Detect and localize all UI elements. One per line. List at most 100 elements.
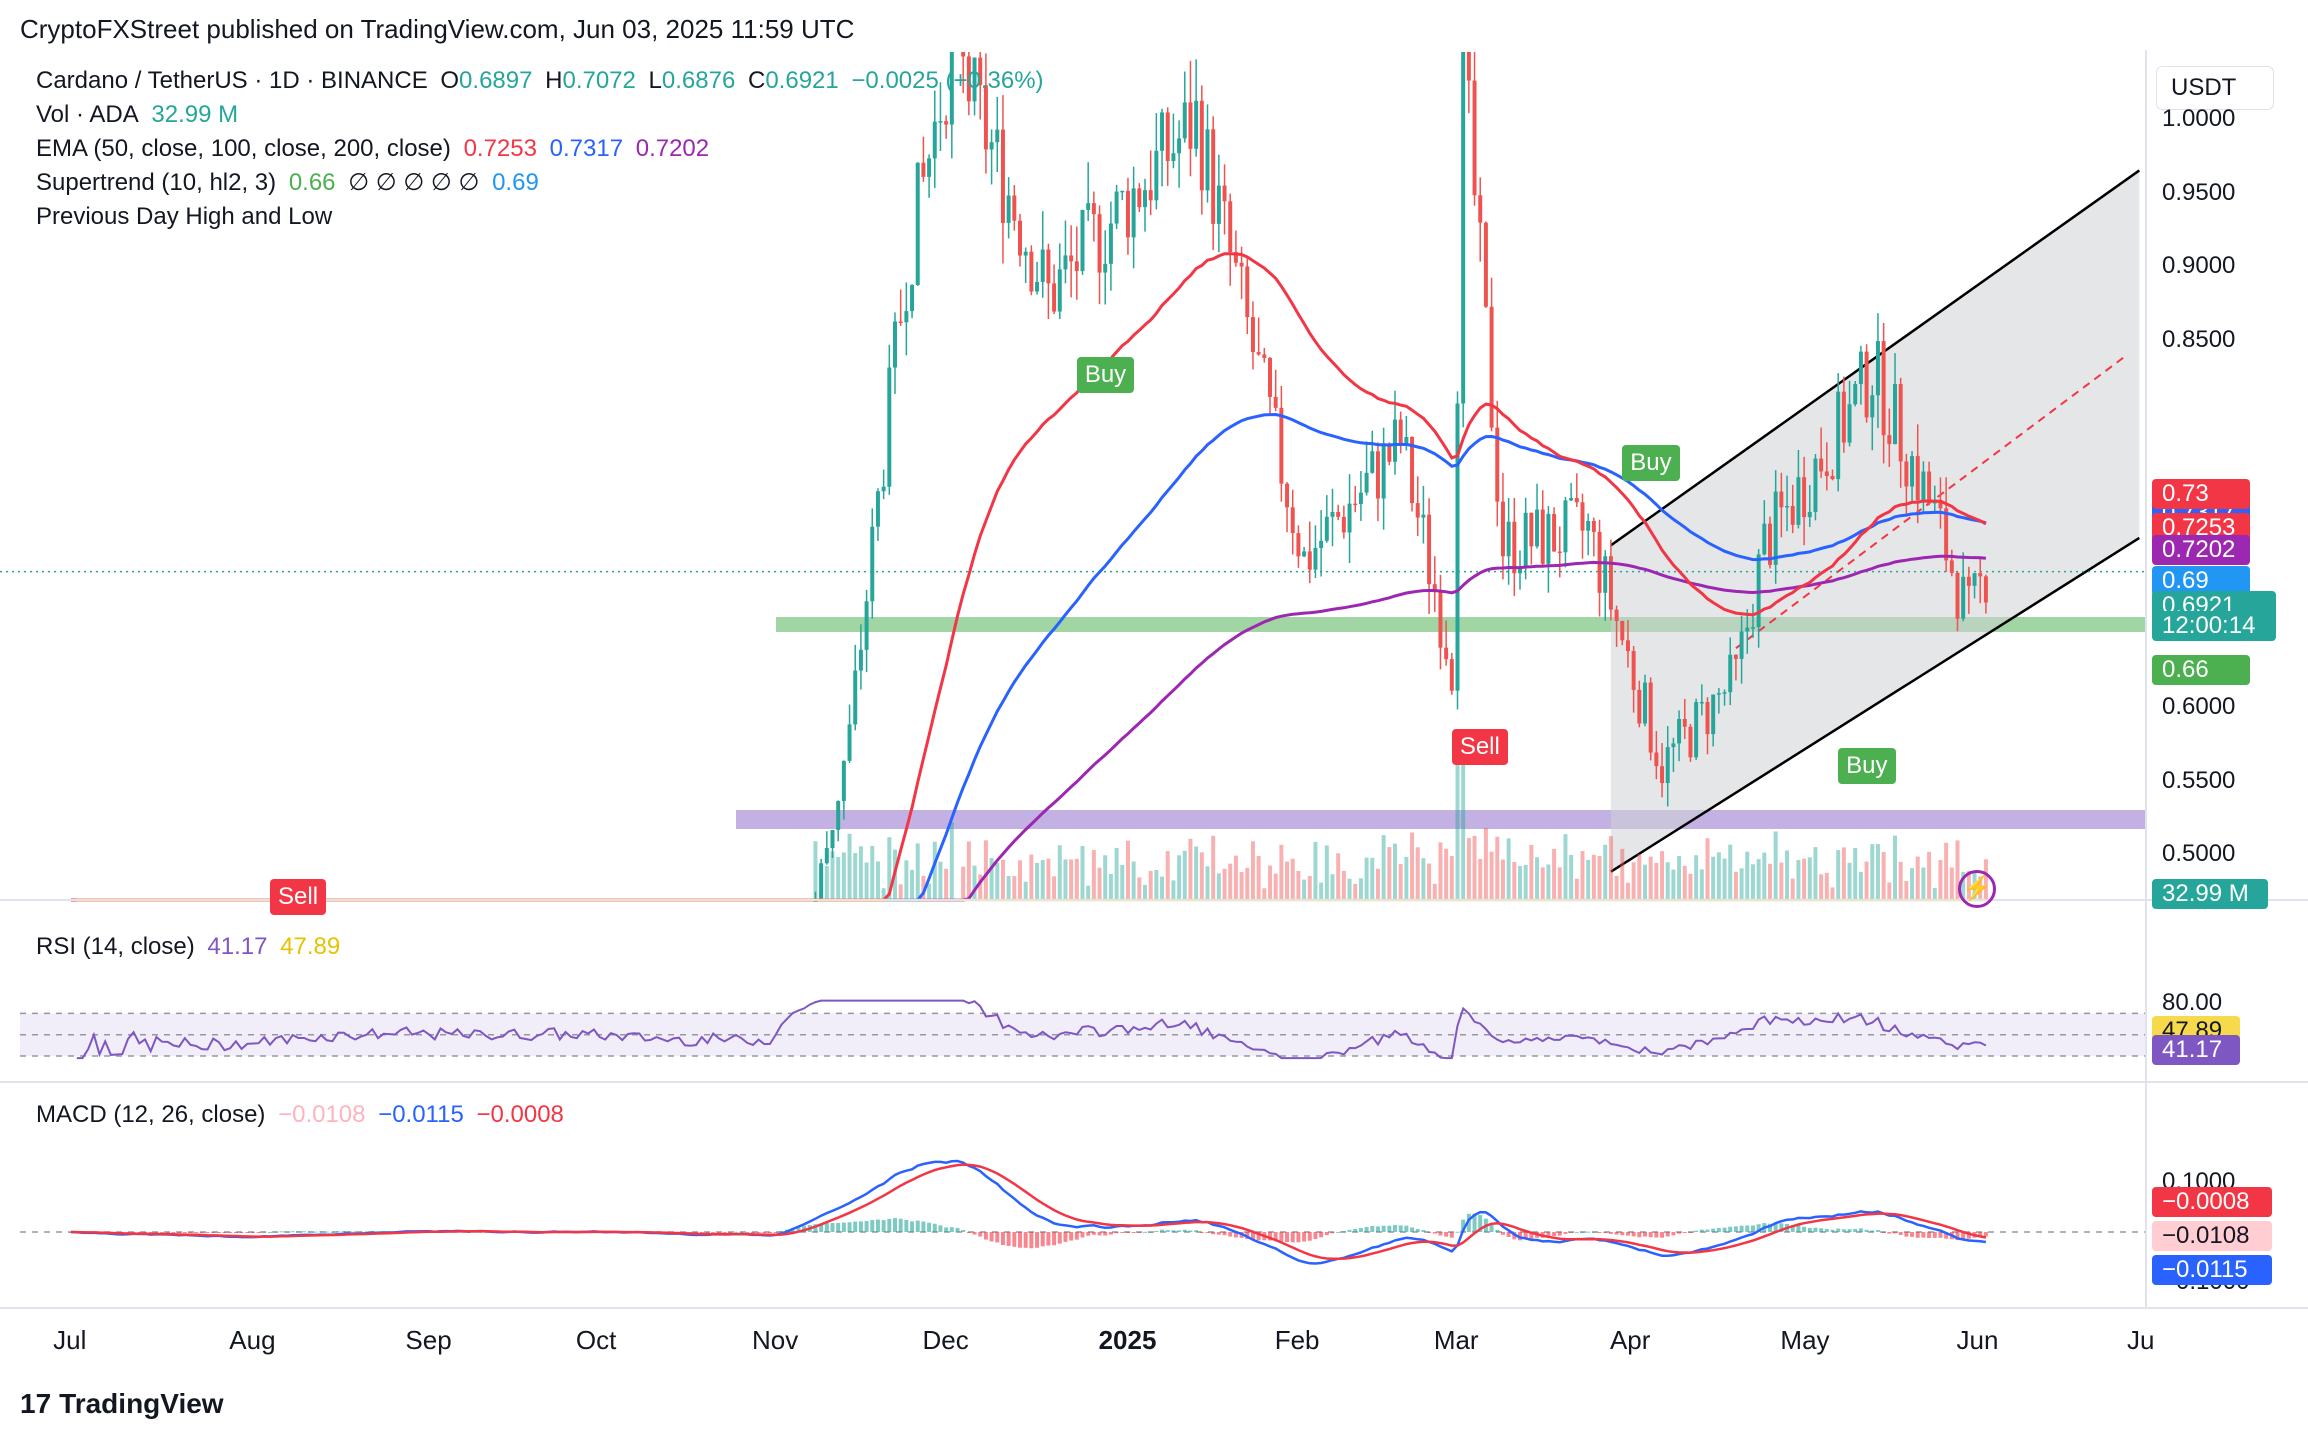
volume-bar	[847, 833, 852, 900]
volume-bar	[1796, 860, 1801, 900]
price-axis-label: 0.5500	[2162, 766, 2236, 794]
candle-body	[1222, 185, 1227, 202]
candle-body	[1063, 255, 1068, 270]
volume-bar	[1375, 868, 1380, 900]
supertrend-na-values: ∅ ∅ ∅ ∅ ∅	[348, 169, 480, 196]
candle-body	[1790, 505, 1795, 525]
macd-histogram-bar	[1768, 1223, 1772, 1232]
macd-histogram-bar	[313, 1231, 318, 1233]
macd-histogram-bar	[1983, 1232, 1988, 1237]
volume-bar	[1273, 873, 1278, 900]
macd-histogram-bar	[336, 1231, 341, 1233]
volume-bar	[1125, 840, 1130, 900]
macd-histogram-bar	[762, 1232, 767, 1233]
candle-body	[864, 601, 869, 650]
volume-bar	[1296, 870, 1301, 900]
low-label: L	[648, 67, 662, 94]
volume-bar	[1137, 877, 1142, 900]
candlesticks[interactable]	[813, 52, 1988, 902]
candle-body	[830, 829, 835, 849]
macd-histogram-bar	[921, 1221, 926, 1232]
volume-bar	[1444, 848, 1449, 900]
channel-upper-line	[1610, 169, 2141, 547]
tradingview-logo-icon: 17	[20, 1388, 52, 1419]
macd-histogram-bar	[1739, 1225, 1744, 1232]
volume-bar	[1086, 885, 1091, 900]
volume-bar	[1461, 751, 1466, 900]
volume-bar	[1018, 860, 1022, 900]
candle-body	[898, 321, 903, 323]
volume-bar	[1688, 873, 1693, 900]
macd-histogram-bar	[1569, 1232, 1574, 1233]
macd-histogram-bar	[1296, 1232, 1301, 1243]
macd-histogram-bar	[955, 1227, 960, 1232]
volume-bar	[1330, 874, 1335, 900]
macd-histogram-bar	[262, 1231, 267, 1233]
macd-histogram-bar	[1733, 1226, 1738, 1232]
tradingview-footer[interactable]: 17 TradingView	[20, 1388, 224, 1420]
macd-histogram-bar	[1273, 1232, 1278, 1241]
price-channel[interactable]	[0, 169, 2146, 873]
volume-bar	[864, 862, 869, 900]
candle-body	[1591, 520, 1596, 532]
macd-histogram-bar	[1165, 1230, 1170, 1232]
alert-icon[interactable]: ⚡	[1958, 870, 1996, 908]
candle-body	[1910, 456, 1915, 487]
macd-histogram-bar	[1353, 1228, 1358, 1232]
candle-body	[1904, 461, 1909, 487]
candle-body	[1893, 384, 1897, 445]
change-value: −0.0025 (+0.36%)	[851, 67, 1044, 94]
legend-volume-row[interactable]: Vol · ADA 32.99 M	[36, 98, 1050, 132]
macd-histogram-bar	[1341, 1231, 1346, 1233]
volume-bar	[1046, 858, 1051, 900]
volume-bar	[1199, 852, 1204, 900]
volume-bar	[1148, 870, 1153, 900]
candle-body	[824, 848, 829, 864]
macd-histogram-bar	[1029, 1232, 1034, 1249]
macd-histogram-bar	[1898, 1232, 1903, 1236]
macd-histogram-bar	[1921, 1232, 1926, 1238]
macd-histogram-bar	[1421, 1230, 1426, 1232]
candle-body	[1330, 512, 1335, 517]
legend-supertrend-row[interactable]: Supertrend (10, hl2, 3) 0.66 ∅ ∅ ∅ ∅ ∅ 0…	[36, 166, 1050, 200]
candle-body	[1955, 572, 1960, 619]
legend-pdhl-row[interactable]: Previous Day High and Low	[36, 200, 1050, 234]
macd-histogram-bar	[1961, 1232, 1966, 1240]
candle-body	[1080, 209, 1085, 272]
macd-histogram-bar	[1597, 1232, 1602, 1234]
legend-ema-row[interactable]: EMA (50, close, 100, close, 200, close) …	[36, 132, 1050, 166]
macd-legend[interactable]: MACD (12, 26, close) −0.0108 −0.0115 −0.…	[36, 1098, 570, 1132]
macd-histogram-bar	[1688, 1232, 1693, 1233]
candle-body	[1091, 203, 1096, 215]
volume-bar	[1603, 844, 1608, 900]
macd-histogram-bar	[949, 1227, 954, 1232]
volume-bar	[1438, 842, 1443, 900]
volume-bar	[1699, 869, 1704, 900]
candle-body	[1523, 512, 1528, 569]
volume-bar	[1114, 847, 1119, 900]
macd-histogram-bar	[1620, 1232, 1625, 1236]
volume-bar	[1000, 859, 1005, 900]
macd-histogram-bar	[1614, 1232, 1619, 1235]
legend-symbol-row[interactable]: Cardano / TetherUS · 1D · BINANCE O0.689…	[36, 64, 1050, 98]
macd-histogram-bar	[1080, 1232, 1085, 1238]
macd-histogram-bar	[1932, 1232, 1937, 1238]
currency-button[interactable]: USDT	[2156, 66, 2274, 110]
volume-bar	[1949, 867, 1954, 900]
volume-bar	[1580, 851, 1585, 900]
rsi-legend[interactable]: RSI (14, close) 41.17 47.89	[36, 930, 346, 964]
macd-histogram-bar	[716, 1232, 721, 1233]
macd-histogram-bar	[1870, 1230, 1875, 1232]
macd-histogram-bar	[216, 1232, 221, 1233]
volume-bar	[1415, 847, 1420, 900]
macd-histogram-bar	[1091, 1232, 1096, 1235]
macd-histogram-bar	[1978, 1232, 1983, 1237]
macd-histogram-bar	[1915, 1232, 1920, 1238]
volume-bar	[1722, 858, 1727, 900]
volume-bar	[1171, 880, 1176, 900]
volume-bar	[989, 857, 994, 900]
macd-histogram-bar	[853, 1221, 858, 1232]
candle-body	[1489, 306, 1494, 428]
candle-body	[1608, 556, 1613, 610]
